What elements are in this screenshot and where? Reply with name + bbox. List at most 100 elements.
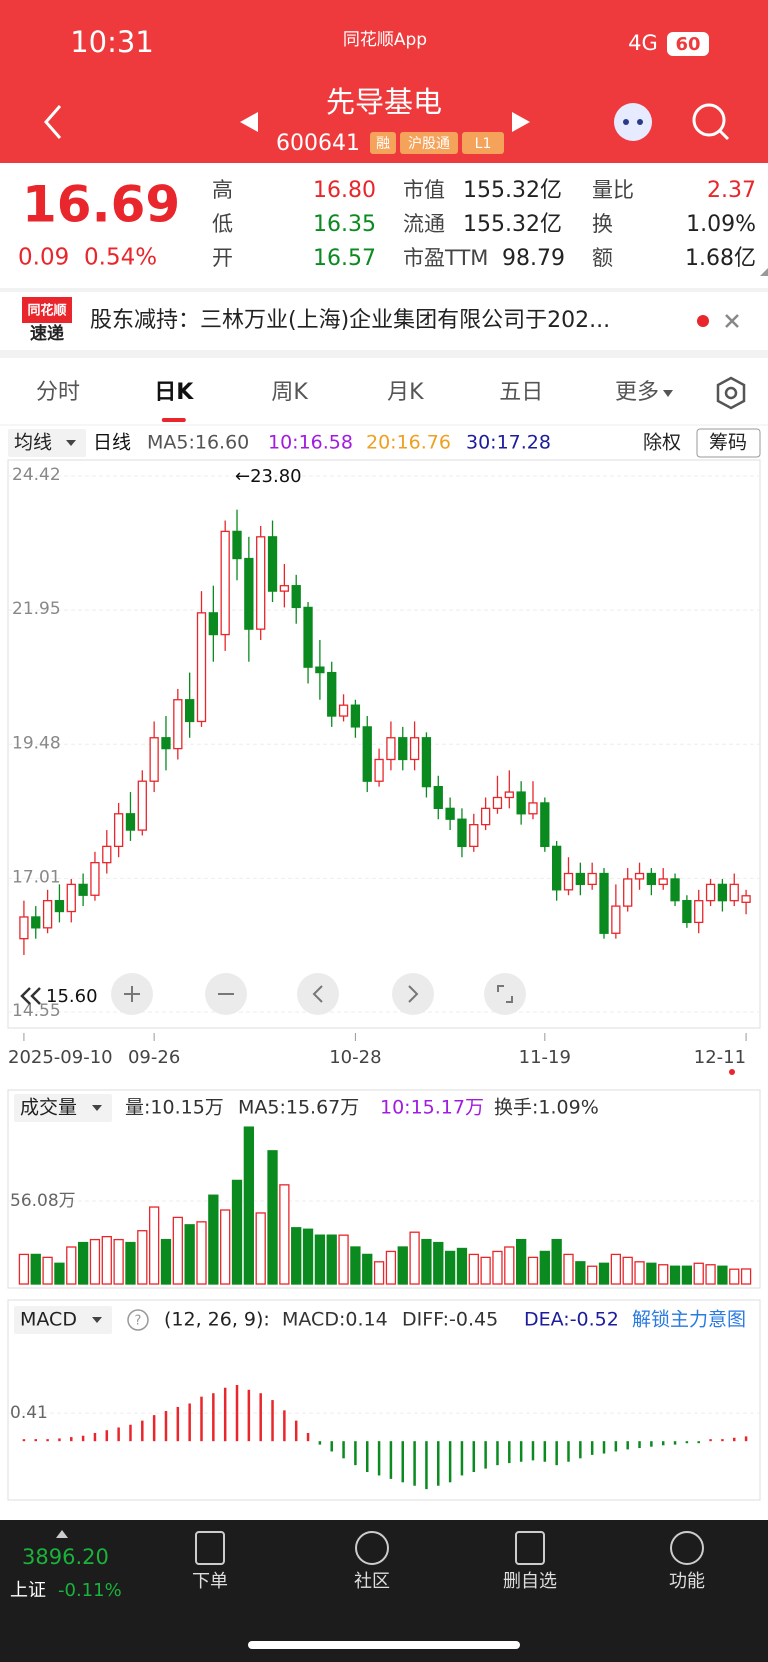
tab[interactable]: 日K — [154, 380, 194, 405]
candle-body — [90, 862, 100, 896]
next-stock[interactable] — [512, 112, 530, 132]
settings-button[interactable] — [716, 376, 746, 410]
nav-label[interactable]: 社区 — [354, 1571, 390, 1592]
settings-dot — [724, 386, 738, 400]
volume-selector-bg[interactable] — [14, 1094, 112, 1122]
prev-stock[interactable] — [240, 112, 258, 132]
stat-value: 155.32亿 — [463, 212, 562, 237]
tab[interactable]: 周K — [271, 380, 308, 405]
news-dot — [697, 315, 709, 327]
chart-control-icon — [124, 986, 140, 1002]
candle-body — [516, 791, 526, 815]
tab[interactable]: 更多 — [615, 380, 659, 405]
volume-bar — [729, 1268, 740, 1285]
assistant-eye — [637, 119, 643, 125]
candle-body — [469, 823, 479, 848]
button-frame[interactable] — [696, 428, 761, 458]
volume-bar — [563, 1253, 574, 1285]
chart-control[interactable] — [484, 973, 526, 1015]
assistant-icon[interactable] — [614, 103, 652, 141]
candle-body — [480, 807, 491, 826]
stat-label: 低 — [212, 212, 233, 236]
button[interactable]: 筹码 — [709, 432, 747, 454]
stat-label: 开 — [212, 246, 233, 270]
volume-bar — [208, 1194, 219, 1285]
nav-label[interactable]: 下单 — [192, 1571, 228, 1592]
tab[interactable]: 五日 — [499, 380, 543, 405]
macd-selector-arrow — [92, 1317, 102, 1323]
nav-icon[interactable] — [195, 1531, 225, 1565]
volume-bar — [231, 1179, 243, 1285]
volume-bar — [634, 1261, 645, 1285]
volume-bar — [504, 1246, 515, 1285]
candle-body — [19, 916, 29, 940]
chart-control[interactable] — [297, 973, 339, 1015]
candle-body — [66, 883, 76, 913]
candle-body — [552, 845, 562, 891]
volume-bar — [681, 1265, 693, 1285]
candle-body — [208, 612, 218, 636]
news-close[interactable] — [725, 314, 739, 328]
tab[interactable]: 月K — [387, 380, 424, 405]
y-tick-label: 14.55 — [12, 1001, 61, 1021]
volume-bar — [350, 1246, 361, 1285]
volume-stat: 换手:1.09% — [494, 1097, 599, 1119]
volume-bar — [669, 1265, 681, 1285]
tag-bg — [462, 132, 504, 154]
volume-bar — [77, 1241, 89, 1285]
candle-body — [303, 606, 313, 668]
volume-bar — [658, 1264, 669, 1285]
volume-bar — [291, 1227, 302, 1285]
candle-body — [563, 872, 574, 891]
rewind-icon[interactable] — [20, 987, 41, 1005]
candle-body — [623, 878, 633, 907]
volume-stat: 10:15.17万 — [380, 1097, 484, 1119]
candle-body — [78, 883, 88, 896]
help-icon[interactable] — [127, 1309, 149, 1331]
volume-bar — [137, 1230, 148, 1285]
candle-body — [492, 796, 503, 810]
nav-label[interactable]: 删自选 — [503, 1571, 557, 1592]
nav-icon[interactable] — [670, 1531, 704, 1565]
button[interactable]: 除权 — [643, 432, 681, 454]
x-tick-label: 12-11 — [694, 1047, 746, 1068]
nav-icon[interactable] — [355, 1531, 389, 1565]
volume-bar — [693, 1262, 704, 1285]
macd-selector-bg[interactable] — [14, 1306, 112, 1334]
macd-link[interactable]: 解锁主力意图 — [632, 1309, 746, 1331]
volume-bar — [125, 1241, 136, 1285]
tab[interactable]: 分时 — [36, 380, 80, 405]
index-arrow — [56, 1530, 68, 1538]
chart-control[interactable] — [392, 973, 434, 1015]
latest-dot — [729, 1069, 735, 1075]
candle-body — [445, 807, 455, 820]
candle-body — [102, 845, 112, 864]
back-button[interactable] — [44, 105, 62, 139]
x-tick-label: 11-19 — [519, 1047, 571, 1068]
tab-dropdown — [663, 390, 673, 397]
candle-body — [173, 699, 183, 750]
search-button[interactable] — [692, 103, 726, 137]
nav-label[interactable]: 功能 — [669, 1571, 705, 1592]
stat-label: 额 — [592, 246, 613, 270]
nav-icon[interactable] — [515, 1531, 545, 1565]
macd-params: (12, 26, 9): — [164, 1309, 270, 1331]
candle-body — [409, 737, 420, 761]
volume-bar — [740, 1268, 752, 1285]
candle-body — [587, 872, 597, 886]
chart-control-icon — [497, 985, 513, 1003]
annotation: 15.60 — [46, 986, 98, 1007]
volume-bar — [480, 1256, 491, 1285]
news-text[interactable]: 股东减持：三林万业(上海)企业集团有限公司于202... — [90, 308, 610, 333]
indicator-selector-bg[interactable] — [8, 429, 86, 457]
candle-body — [540, 802, 550, 848]
news-logo — [22, 297, 72, 323]
candle-body — [279, 585, 290, 592]
help-mark: ? — [135, 1314, 142, 1329]
stat-label: 市盈TTM — [403, 246, 488, 270]
y-tick-label: 24.42 — [12, 465, 61, 485]
tag-bg — [400, 132, 458, 154]
volume-bar — [468, 1253, 479, 1285]
candle-body — [705, 883, 716, 902]
candle-body — [291, 585, 301, 609]
